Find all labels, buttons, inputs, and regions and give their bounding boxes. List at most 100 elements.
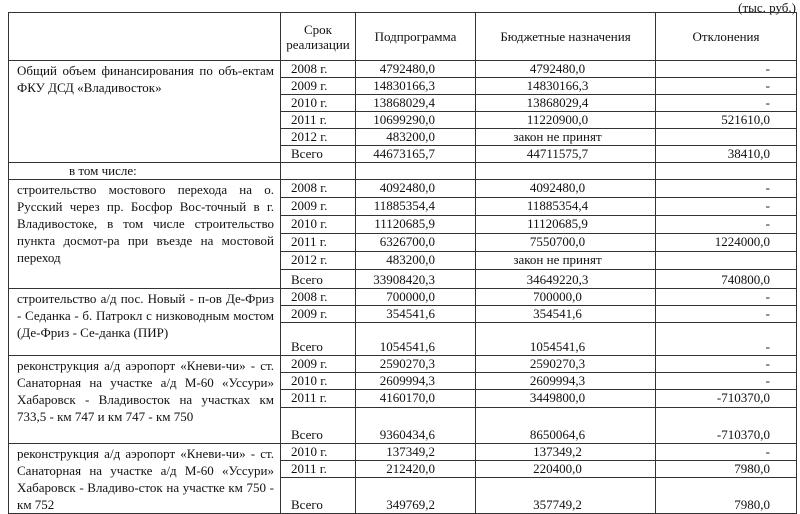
table-row: 2011 г. 6326700,0 7550700,0 1224000,0 <box>9 233 797 252</box>
budget-cell: 220400,0 <box>475 460 656 478</box>
table-row: 2010 г. 11120685,9 11120685,9- <box>9 215 797 234</box>
subprogram-cell: 349769,2 <box>355 477 476 514</box>
period-cell: 2008 г. <box>280 179 356 198</box>
empty-cell <box>280 162 356 180</box>
subprogram-cell: 4792480,0 <box>355 60 476 78</box>
period-cell: 2010 г. <box>280 215 356 234</box>
period-cell: 2010 г. <box>280 443 356 461</box>
unit-note: (тыс. руб.) <box>738 0 796 15</box>
subprogram-cell: 2590270,3 <box>355 355 476 373</box>
period-cell: Всего <box>280 145 356 163</box>
table-row: 2009 г. 11885354,4 11885354,4- <box>9 197 797 216</box>
empty-cell <box>475 162 656 180</box>
table-row: Общий объем финансирования по объ-ектам … <box>8 60 797 163</box>
deviation-cell: - <box>655 305 797 323</box>
subprogram-cell: 14830166,3 <box>355 77 476 95</box>
object-description: Общий объем финансирования по объ-ектам … <box>8 60 281 163</box>
table-row: реконструкция а/д аэропорт «Кневи-чи» - … <box>8 355 797 444</box>
subprogram-cell: 4092480,0 <box>355 179 476 198</box>
period-cell: 2009 г. <box>280 355 356 373</box>
deviation-cell: - <box>655 443 797 461</box>
budget-cell: 7550700,0 <box>475 233 656 252</box>
period-cell: 2009 г. <box>280 305 356 323</box>
header-subprogram: Подпрограмма <box>355 12 476 61</box>
deviation-cell: - <box>655 77 797 95</box>
deviation-cell: - <box>655 288 797 306</box>
deviation-cell: - <box>655 372 797 390</box>
subprogram-cell: 483200,0 <box>355 251 476 270</box>
total-row: Всего 1054541,6 1054541,6- <box>9 322 797 356</box>
period-cell: 2011 г. <box>280 389 356 408</box>
subprogram-cell: 11120685,9 <box>355 215 476 234</box>
deviation-cell: 38410,0 <box>655 145 797 163</box>
subprogram-cell: 4160170,0 <box>355 389 476 408</box>
subprogram-cell: 11885354,4 <box>355 197 476 216</box>
deviation-cell: 740800,0 <box>655 269 797 289</box>
period-cell: 2008 г. <box>280 60 356 78</box>
total-row: Всего 33908420,3 34649220,3 740800,0 <box>9 269 797 289</box>
header-budget: Бюджетные назначения <box>475 12 656 61</box>
subheading: в том числе: <box>8 162 281 180</box>
budget-cell: 13868029,4 <box>475 94 656 112</box>
budget-cell: 34649220,3 <box>475 269 656 289</box>
header-row: Срок реализации Подпрограмма Бюджетные н… <box>8 12 797 61</box>
subprogram-cell: 44673165,7 <box>355 145 476 163</box>
budget-cell: закон не принят <box>475 128 656 146</box>
period-cell: 2011 г. <box>280 111 356 129</box>
budget-cell: 2609994,3 <box>475 372 656 390</box>
budget-cell: 11120685,9 <box>475 215 656 234</box>
deviation-cell: - <box>655 94 797 112</box>
period-cell: Всего <box>280 477 356 514</box>
budget-cell: 8650064,6 <box>475 407 656 444</box>
period-cell: Всего <box>280 269 356 289</box>
subprogram-cell: 137349,2 <box>355 443 476 461</box>
budget-cell: 14830166,3 <box>475 77 656 95</box>
budget-cell: 354541,6 <box>475 305 656 323</box>
table-row: 2009 г. 14830166,3 14830166,3- <box>9 77 797 95</box>
header-deviation: Отклонения <box>655 12 797 61</box>
subprogram-cell: 212420,0 <box>355 460 476 478</box>
table-row: строительство мостового перехода на о. Р… <box>8 179 797 289</box>
budget-cell: 4092480,0 <box>475 179 656 198</box>
table-row: 2012 г. 483200,0 закон не принят <box>9 128 797 146</box>
object-description: реконструкция а/д аэропорт «Кневи-чи» - … <box>8 355 281 444</box>
budget-cell: 137349,2 <box>475 443 656 461</box>
period-cell: 2009 г. <box>280 77 356 95</box>
financing-table: Срок реализации Подпрограмма Бюджетные н… <box>8 12 797 514</box>
deviation-cell: - <box>655 179 797 198</box>
period-cell: 2011 г. <box>280 233 356 252</box>
deviation-cell: -710370,0 <box>655 389 797 408</box>
table-row: реконструкция а/д аэропорт «Кневи-чи» - … <box>8 443 797 514</box>
table-row: 2009 г. 354541,6 354541,6- <box>9 305 797 323</box>
budget-cell: закон не принят <box>475 251 656 270</box>
budget-cell: 700000,0 <box>475 288 656 306</box>
budget-cell: 44711575,7 <box>475 145 656 163</box>
deviation-cell: - <box>655 60 797 78</box>
deviation-cell: - <box>655 355 797 373</box>
object-description: реконструкция а/д аэропорт «Кневи-чи» - … <box>8 443 281 514</box>
total-row: Всего 349769,2 357749,2 7980,0 <box>9 477 797 514</box>
period-cell: 2009 г. <box>280 197 356 216</box>
deviation-cell <box>655 128 797 146</box>
deviation-cell: -710370,0 <box>655 407 797 444</box>
deviation-cell: 7980,0 <box>655 477 797 514</box>
table-row: строительство а/д пос. Новый - п-ов Де-Ф… <box>8 288 797 356</box>
period-cell: Всего <box>280 407 356 444</box>
budget-cell: 11220900,0 <box>475 111 656 129</box>
subprogram-cell: 1054541,6 <box>355 322 476 356</box>
period-cell: Всего <box>280 322 356 356</box>
header-description <box>8 12 281 61</box>
table-row: 2011 г. 4160170,0 3449800,0 -710370,0 <box>9 389 797 408</box>
period-cell: 2010 г. <box>280 372 356 390</box>
subprogram-cell: 6326700,0 <box>355 233 476 252</box>
period-cell: 2011 г. <box>280 460 356 478</box>
budget-cell: 357749,2 <box>475 477 656 514</box>
subprogram-cell: 483200,0 <box>355 128 476 146</box>
deviation-cell: - <box>655 197 797 216</box>
total-row: Всего 44673165,7 44711575,7 38410,0 <box>9 145 797 163</box>
deviation-cell: - <box>655 215 797 234</box>
budget-cell: 3449800,0 <box>475 389 656 408</box>
header-period: Срок реализации <box>280 12 356 61</box>
subprogram-cell: 13868029,4 <box>355 94 476 112</box>
subprogram-cell: 33908420,3 <box>355 269 476 289</box>
